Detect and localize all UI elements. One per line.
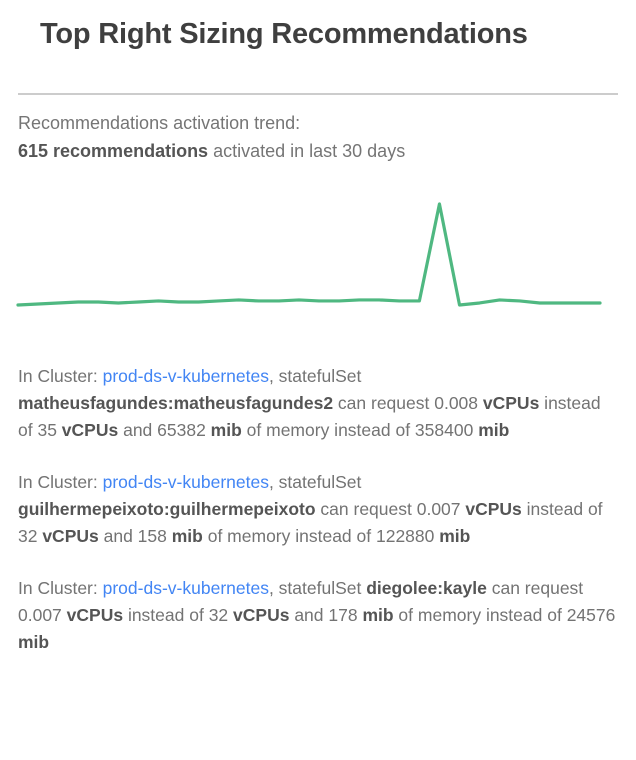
- cluster-prefix: In Cluster:: [18, 578, 103, 598]
- unit-vcpus-current: vCPUs: [42, 526, 99, 546]
- unit-vcpus-requested: vCPUs: [482, 393, 540, 413]
- request-text-3: and 178: [289, 605, 363, 625]
- unit-mib-current: mib: [478, 420, 510, 440]
- workload-name: guilhermepeixoto:guilhermepeixoto: [18, 499, 316, 519]
- unit-mib-current: mib: [439, 526, 471, 546]
- cluster-prefix: In Cluster:: [18, 472, 103, 492]
- kind-text: , statefulSet: [268, 366, 362, 386]
- sparkline-svg: [16, 202, 602, 307]
- cluster-prefix: In Cluster:: [18, 366, 103, 386]
- page-title: Top Right Sizing Recommendations: [40, 18, 528, 50]
- request-text-1: can request 0.007: [18, 578, 584, 625]
- request-text-1: can request 0.008: [333, 393, 483, 413]
- trend-summary: 615 recommendations activated in last 30…: [18, 138, 618, 164]
- recommendation-item: In Cluster: prod-ds-v-kubernetes, statef…: [18, 363, 618, 444]
- recommendations-list: In Cluster: prod-ds-v-kubernetes, statef…: [18, 363, 618, 656]
- request-text-2: instead of 35: [18, 393, 601, 440]
- cluster-link[interactable]: prod-ds-v-kubernetes: [102, 578, 269, 598]
- recommendation-item: In Cluster: prod-ds-v-kubernetes, statef…: [18, 469, 618, 550]
- kind-text: , statefulSet: [268, 578, 367, 598]
- kind-text: , statefulSet: [268, 472, 362, 492]
- activation-trend-block: Recommendations activation trend: 615 re…: [18, 110, 618, 164]
- cluster-link[interactable]: prod-ds-v-kubernetes: [102, 366, 269, 386]
- unit-mib-requested: mib: [362, 605, 394, 625]
- request-text-4: of memory instead of 24576: [393, 605, 616, 625]
- recommendation-count: 615 recommendations: [18, 141, 209, 161]
- activation-trend-sparkline: [0, 186, 636, 316]
- request-text-4: of memory instead of 358400: [241, 420, 479, 440]
- cluster-link[interactable]: prod-ds-v-kubernetes: [102, 472, 269, 492]
- trend-summary-suffix: activated in last 30 days: [208, 141, 406, 161]
- unit-mib-requested: mib: [171, 526, 203, 546]
- unit-mib-current: mib: [18, 632, 50, 652]
- request-text-3: and 158: [98, 526, 172, 546]
- unit-mib-requested: mib: [210, 420, 242, 440]
- request-text-4: of memory instead of 122880: [202, 526, 440, 546]
- request-text-2: instead of 32: [123, 605, 234, 625]
- request-text-3: and 65382: [118, 420, 211, 440]
- unit-vcpus-current: vCPUs: [61, 420, 119, 440]
- header-divider: [18, 93, 618, 95]
- trend-label: Recommendations activation trend:: [18, 113, 301, 133]
- unit-vcpus-requested: vCPUs: [465, 499, 522, 519]
- sparkline-series: [16, 202, 602, 307]
- workload-name: diegolee:kayle: [366, 578, 487, 598]
- unit-vcpus-current: vCPUs: [233, 605, 290, 625]
- workload-name: matheusfagundes:matheusfagundes2: [18, 393, 334, 413]
- unit-vcpus-requested: vCPUs: [66, 605, 124, 625]
- request-text-1: can request 0.007: [315, 499, 466, 519]
- request-text-2: instead of 32: [18, 499, 603, 546]
- recommendation-item: In Cluster: prod-ds-v-kubernetes, statef…: [18, 575, 618, 656]
